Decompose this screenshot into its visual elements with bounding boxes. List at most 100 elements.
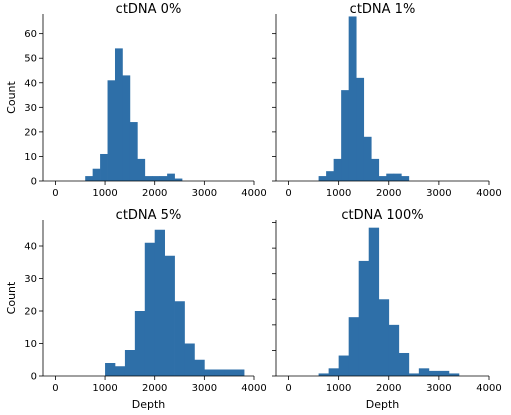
histogram-bar xyxy=(348,16,357,181)
x-tick-label: 3000 xyxy=(192,188,217,199)
histogram-bar xyxy=(114,48,123,181)
histogram-bar xyxy=(388,324,400,376)
histogram-bar xyxy=(234,369,245,376)
y-tick-label: 30 xyxy=(24,274,37,285)
panel-title: ctDNA 0% xyxy=(116,2,182,17)
histogram-bars xyxy=(318,16,410,181)
histogram-bar xyxy=(378,176,387,181)
y-tick-label: 10 xyxy=(24,152,37,163)
y-tick-label: 0 xyxy=(31,372,37,383)
x-tick-label: 3000 xyxy=(192,383,217,394)
histogram-bar xyxy=(214,369,225,376)
y-tick-label: 30 xyxy=(24,103,37,114)
histogram-bar xyxy=(152,176,161,181)
histogram-bar xyxy=(129,122,138,181)
y-tick-label: 20 xyxy=(24,307,37,318)
histogram-bar xyxy=(92,168,101,181)
y-axis-label: Count xyxy=(5,281,18,314)
panel-2: 0 1000 2000 3000 4000 ctDNA 1% xyxy=(272,2,502,199)
histogram-bar xyxy=(122,75,131,181)
x-tick-label: 4000 xyxy=(241,383,266,394)
histogram-bar xyxy=(401,176,410,181)
histogram-bar xyxy=(341,90,350,181)
histogram-bars xyxy=(105,229,245,376)
histogram-bar xyxy=(194,359,205,376)
x-axis-label: Depth xyxy=(366,398,400,411)
histogram-bar xyxy=(358,260,370,376)
x-tick-label: 4000 xyxy=(241,188,266,199)
histogram-bar xyxy=(184,343,195,376)
histogram-bar xyxy=(326,171,334,181)
y-tick-label: 40 xyxy=(24,78,37,89)
histogram-bar xyxy=(164,255,175,376)
histogram-bar xyxy=(107,80,116,181)
x-tick-label: 3000 xyxy=(426,383,451,394)
histogram-bar xyxy=(204,369,215,376)
x-tick-label: 1000 xyxy=(326,383,351,394)
histogram-bars xyxy=(85,48,183,181)
x-tick-label: 4000 xyxy=(476,188,501,199)
histogram-bar xyxy=(114,366,126,376)
histogram-bar xyxy=(154,229,165,376)
y-tick-label: 40 xyxy=(24,242,37,253)
x-tick-label: 2000 xyxy=(142,188,167,199)
histogram-bar xyxy=(85,176,93,181)
histogram-bar xyxy=(428,370,440,376)
histogram-bar xyxy=(134,311,146,376)
histogram-bars xyxy=(318,227,460,376)
histogram-bar xyxy=(318,373,329,376)
y-tick-label: 50 xyxy=(24,54,37,65)
histogram-bar xyxy=(318,176,327,181)
histogram-bar xyxy=(100,153,108,181)
panel-title: ctDNA 1% xyxy=(350,2,416,17)
x-axis-label: Depth xyxy=(132,398,166,411)
y-tick-label: 10 xyxy=(24,339,37,350)
histogram-bar xyxy=(438,370,450,376)
x-tick-label: 3000 xyxy=(426,188,451,199)
panel-title: ctDNA 100% xyxy=(341,208,423,223)
x-tick-label: 4000 xyxy=(476,383,501,394)
histogram-bar xyxy=(408,373,420,376)
x-tick-label: 2000 xyxy=(376,383,401,394)
histogram-bar xyxy=(174,178,183,181)
x-tick-label: 1000 xyxy=(92,188,117,199)
x-tick-label: 0 xyxy=(52,383,58,394)
histogram-bar xyxy=(224,369,235,376)
y-tick-label: 0 xyxy=(31,177,37,188)
histogram-bar xyxy=(167,173,175,181)
histogram-bar xyxy=(363,136,372,181)
panel-4: 0 1000 2000 3000 4000 ctDNA 100% Depth xyxy=(272,208,502,411)
x-tick-label: 0 xyxy=(52,188,58,199)
panel-1: 0 1000 2000 3000 4000 0 10 20 30 40 50 60 ctDNA 0% Co… xyxy=(5,2,267,199)
histogram-bar xyxy=(393,173,402,181)
x-tick-label: 2000 xyxy=(142,383,167,394)
x-tick-label: 2000 xyxy=(376,188,401,199)
y-tick-label: 20 xyxy=(24,127,37,138)
histogram-bar xyxy=(174,301,185,376)
x-tick-label: 0 xyxy=(285,188,291,199)
panel-title: ctDNA 5% xyxy=(116,208,182,223)
x-tick-label: 1000 xyxy=(92,383,117,394)
histogram-bar xyxy=(328,368,339,376)
histogram-bar xyxy=(398,352,410,376)
histogram-bar xyxy=(386,173,395,181)
histogram-bar xyxy=(356,77,365,181)
histogram-bar xyxy=(333,158,342,181)
histogram-bar xyxy=(124,350,136,376)
y-axis-label: Count xyxy=(5,80,18,113)
histogram-bar xyxy=(368,227,380,376)
histogram-bar xyxy=(144,242,156,376)
histogram-bar xyxy=(144,176,153,181)
histogram-bar xyxy=(378,299,390,376)
x-tick-label: 1000 xyxy=(326,188,351,199)
histogram-bar xyxy=(159,176,168,181)
histogram-bar xyxy=(418,368,430,376)
panel-3: 0 1000 2000 3000 4000 0 10 20 30 40 ctDNA 5% Count D… xyxy=(5,208,267,411)
y-tick-label: 60 xyxy=(24,29,37,40)
histogram-bar xyxy=(338,355,350,376)
histogram-bar xyxy=(105,363,116,376)
histogram-bar xyxy=(137,158,146,181)
histogram-bar xyxy=(371,158,380,181)
histogram-bar xyxy=(448,373,460,376)
